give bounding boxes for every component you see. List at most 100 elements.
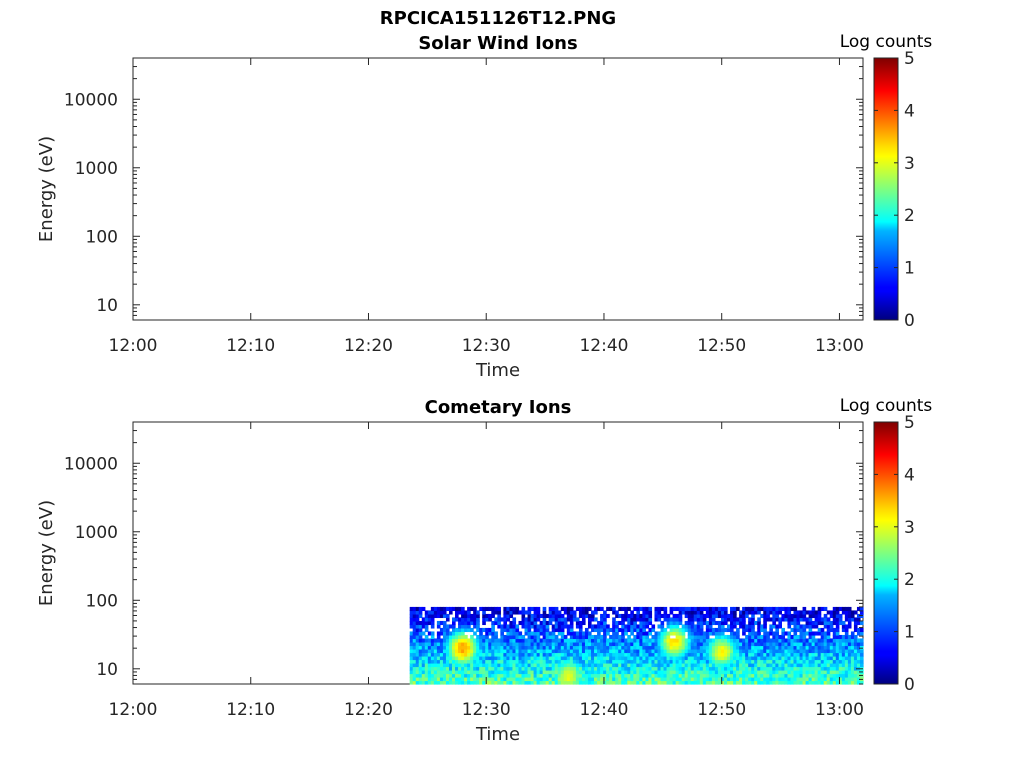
heatmap-cell [530, 676, 535, 682]
x-tick-label: 12:10 [226, 700, 275, 720]
heatmap-cell [675, 652, 680, 657]
heatmap-cell [467, 613, 471, 619]
heatmap-cell [488, 676, 492, 682]
heatmap-cell [696, 655, 701, 661]
heatmap-cell [838, 613, 843, 619]
heatmap-cell [838, 606, 843, 612]
heatmap-cell [733, 645, 737, 650]
heatmap-cell [720, 648, 725, 654]
heatmap-cell [672, 652, 677, 657]
heatmap-cell [606, 669, 610, 675]
heatmap-cell [482, 645, 486, 650]
heatmap-cell [455, 641, 459, 647]
heatmap-cell [739, 673, 743, 678]
heatmap-cell [693, 624, 698, 629]
heatmap-cell [817, 659, 822, 664]
heatmap-cell [455, 627, 459, 633]
heatmap-cell [711, 659, 716, 664]
heatmap-cell [470, 627, 474, 633]
heatmap-cell [633, 627, 637, 633]
heatmap-cell [452, 669, 456, 675]
heatmap-cell [578, 645, 583, 650]
heatmap-cell [569, 641, 574, 647]
heatmap-cell [548, 669, 553, 675]
heatmap-cell [452, 617, 456, 622]
heatmap-cell [654, 666, 659, 671]
heatmap-cell [853, 648, 858, 654]
heatmap-cell [409, 659, 414, 664]
heatmap-cell [856, 627, 861, 633]
heatmap-cell [415, 610, 420, 615]
heatmap-cell [594, 641, 598, 647]
heatmap-cell [627, 669, 631, 675]
heatmap-cell [793, 627, 798, 633]
heatmap-cell [461, 624, 465, 629]
heatmap-cell [566, 676, 571, 682]
heatmap-cell [587, 638, 592, 643]
heatmap-cell [660, 627, 665, 633]
heatmap-cell [790, 662, 795, 668]
heatmap-cell [675, 631, 680, 636]
heatmap-cell [461, 638, 465, 643]
y-tick-label: 100 [86, 591, 118, 611]
heatmap-cell [826, 676, 831, 682]
heatmap-cell [669, 655, 674, 661]
heatmap-cell [648, 669, 653, 675]
heatmap-cell [723, 669, 728, 675]
heatmap-cell [766, 617, 770, 622]
heatmap-cell [696, 666, 701, 671]
heatmap-cell [699, 641, 704, 647]
heatmap-cell [587, 659, 592, 664]
heatmap-cell [518, 641, 523, 647]
heatmap-cell [527, 624, 532, 629]
heatmap-cell [427, 613, 432, 619]
heatmap-cell [757, 624, 761, 629]
heatmap-cell [621, 613, 625, 619]
heatmap-cell [717, 659, 722, 664]
heatmap-cell [823, 655, 828, 661]
heatmap-cell [578, 666, 583, 671]
heatmap-cell [455, 669, 459, 675]
heatmap-cell [563, 620, 568, 626]
heatmap-cell [521, 669, 526, 675]
heatmap-cell [594, 606, 598, 612]
heatmap-cell [630, 631, 634, 636]
heatmap-cell [482, 652, 486, 657]
heatmap-cell [702, 648, 707, 654]
heatmap-cell [760, 648, 764, 654]
heatmap-cell [775, 676, 779, 682]
heatmap-cell [730, 655, 734, 661]
heatmap-cell [545, 627, 550, 633]
heatmap-cell [672, 655, 677, 661]
heatmap-cell [485, 627, 489, 633]
heatmap-cell [775, 610, 779, 615]
heatmap-cell [485, 662, 489, 668]
heatmap-cell [494, 648, 498, 654]
x-tick-label: 12:20 [344, 336, 393, 356]
heatmap-cell [409, 631, 414, 636]
heatmap-cell [415, 680, 420, 685]
heatmap-cell [494, 669, 498, 675]
heatmap-cell [811, 669, 816, 675]
heatmap-cell [491, 638, 495, 643]
heatmap-cell [763, 648, 767, 654]
heatmap-cell [847, 617, 852, 622]
heatmap-cell [461, 606, 465, 612]
heatmap-cell [581, 655, 586, 661]
heatmap-cell [766, 662, 770, 668]
heatmap-cell [569, 606, 574, 612]
heatmap-cell [832, 638, 837, 643]
heatmap-cell [802, 652, 807, 657]
heatmap-cell [609, 659, 613, 664]
heatmap-cell [654, 638, 659, 643]
heatmap-cell [627, 617, 631, 622]
heatmap-cell [467, 620, 471, 626]
heatmap-cell [814, 659, 819, 664]
heatmap-cell [720, 610, 725, 615]
heatmap-cell [448, 634, 453, 640]
heatmap-cell [430, 641, 435, 647]
heatmap-cell [690, 638, 695, 643]
heatmap-cell [578, 627, 583, 633]
heatmap-cell [615, 634, 619, 640]
heatmap-cell [835, 641, 840, 647]
